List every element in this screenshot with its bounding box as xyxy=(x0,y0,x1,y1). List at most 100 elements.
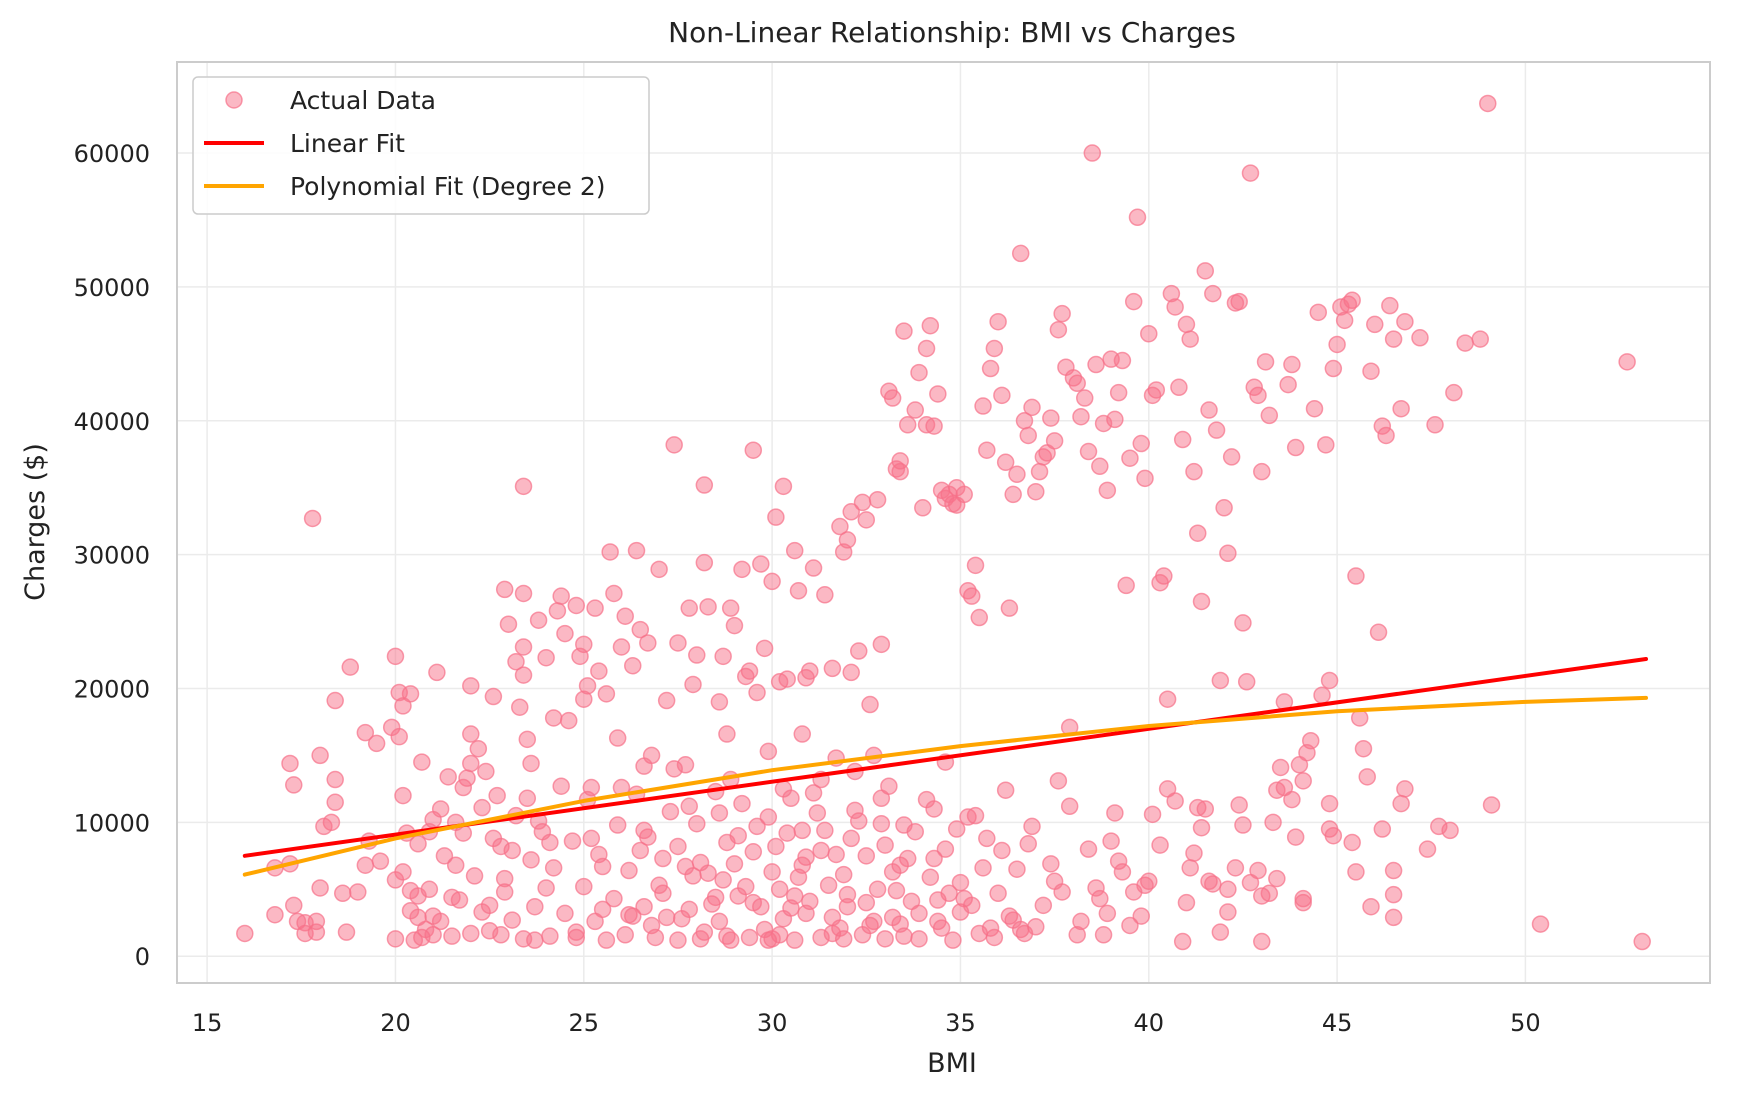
data-point xyxy=(831,517,849,536)
data-point xyxy=(1000,599,1019,617)
data-point xyxy=(1396,780,1414,798)
data-point xyxy=(394,863,412,881)
data-point xyxy=(1185,844,1203,862)
data-point xyxy=(1215,499,1233,517)
data-point xyxy=(616,607,634,625)
data-point xyxy=(424,810,442,829)
data-point xyxy=(1347,567,1365,585)
data-point xyxy=(642,916,661,935)
data-point xyxy=(1320,671,1339,690)
data-point xyxy=(808,804,827,822)
data-point xyxy=(962,587,981,605)
data-point xyxy=(462,677,480,695)
data-point xyxy=(1633,932,1651,951)
data-point xyxy=(608,816,627,834)
data-point xyxy=(718,927,736,945)
data-point xyxy=(337,923,356,941)
data-point xyxy=(635,897,653,916)
data-point xyxy=(511,698,529,716)
data-point xyxy=(1200,401,1218,419)
data-point xyxy=(725,616,744,635)
data-point xyxy=(1426,416,1444,434)
data-point xyxy=(575,877,593,896)
data-point xyxy=(891,856,909,874)
data-point xyxy=(1347,863,1365,881)
data-point xyxy=(1019,835,1037,853)
data-point xyxy=(624,907,642,925)
data-point xyxy=(582,829,601,848)
scatter-points xyxy=(236,94,1651,951)
data-point xyxy=(1151,836,1169,854)
data-point xyxy=(1124,292,1143,311)
data-point xyxy=(1068,374,1086,393)
data-point xyxy=(601,543,619,561)
data-point xyxy=(1011,244,1030,263)
data-point xyxy=(989,312,1007,331)
data-point xyxy=(1286,828,1305,846)
data-point xyxy=(578,677,597,695)
data-point xyxy=(951,873,970,892)
data-point xyxy=(1091,889,1109,908)
data-point xyxy=(590,662,608,680)
data-point xyxy=(537,879,555,897)
data-point xyxy=(1143,805,1162,824)
data-point xyxy=(812,841,830,860)
y-tick-label: 40000 xyxy=(74,408,150,436)
x-axis-label: BMI xyxy=(927,1048,977,1079)
data-point xyxy=(593,900,612,919)
data-point xyxy=(1030,462,1049,481)
data-point xyxy=(974,859,992,877)
data-point xyxy=(804,559,823,577)
data-point xyxy=(390,727,408,746)
data-point xyxy=(1136,469,1154,488)
data-point xyxy=(842,829,860,848)
data-point xyxy=(285,896,303,915)
x-axis-ticks: 15 20 25 30 35 40 45 50 xyxy=(192,1009,1541,1037)
data-point xyxy=(932,919,951,937)
legend-label: Polynomial Fit (Degree 2) xyxy=(290,172,605,201)
data-point xyxy=(978,829,996,848)
y-tick-label: 30000 xyxy=(74,542,150,570)
data-point xyxy=(1320,794,1339,813)
data-point xyxy=(1166,298,1184,316)
data-point xyxy=(642,746,661,765)
data-point xyxy=(816,586,834,604)
data-point xyxy=(518,789,537,808)
data-point xyxy=(695,923,714,941)
data-point xyxy=(970,608,989,627)
data-point xyxy=(326,770,344,789)
data-point xyxy=(714,647,732,666)
data-point xyxy=(767,837,785,856)
data-point xyxy=(431,912,450,931)
x-tick-label: 45 xyxy=(1322,1009,1353,1037)
data-point xyxy=(774,477,793,496)
data-point xyxy=(1430,817,1448,836)
data-point xyxy=(1177,893,1196,912)
data-point xyxy=(725,855,744,873)
data-point xyxy=(409,835,427,853)
data-point xyxy=(688,646,706,664)
data-point xyxy=(661,802,680,821)
data-point xyxy=(1222,448,1241,466)
data-point xyxy=(793,725,812,743)
data-point xyxy=(567,596,586,615)
data-point xyxy=(981,359,1000,378)
data-point xyxy=(1320,820,1339,838)
data-point xyxy=(326,691,344,710)
data-point xyxy=(801,662,819,680)
data-point xyxy=(759,742,778,761)
data-point xyxy=(559,711,578,730)
data-point xyxy=(1188,524,1207,542)
data-point xyxy=(1004,485,1022,504)
data-point xyxy=(1079,840,1098,858)
data-point xyxy=(1019,426,1037,445)
legend: Actual Data Linear Fit Polynomial Fit (Deg… xyxy=(192,76,650,215)
data-point xyxy=(612,638,631,656)
data-point xyxy=(1328,335,1346,354)
data-point xyxy=(699,598,717,616)
data-point xyxy=(1109,383,1128,402)
data-point xyxy=(691,853,710,872)
data-point xyxy=(469,739,488,758)
data-point xyxy=(669,931,687,949)
data-point xyxy=(718,725,736,743)
